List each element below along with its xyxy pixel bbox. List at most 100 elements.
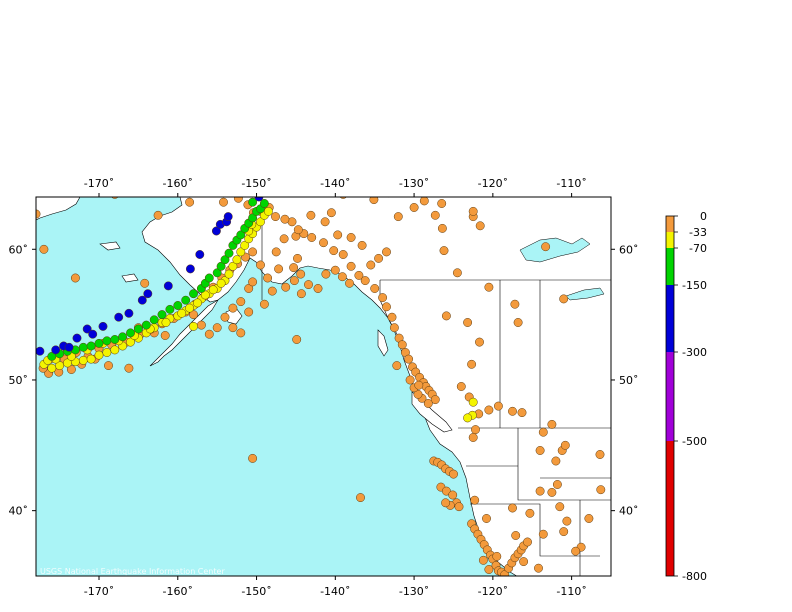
shallow-quake — [468, 433, 478, 442]
shallow-quake — [160, 331, 170, 340]
deep-quake — [94, 338, 104, 348]
shallow-quake — [280, 214, 290, 224]
shallow-quake — [204, 329, 214, 339]
earthquake-points — [36, 197, 606, 576]
shallow-quake — [338, 250, 348, 259]
shallow-quake — [357, 240, 367, 250]
shallow-quake — [248, 453, 258, 463]
very-deep-quake — [185, 264, 195, 274]
shallow-quake — [306, 210, 316, 220]
nunivak-island — [121, 273, 139, 283]
very-deep-quake — [98, 321, 108, 331]
shallow-quake — [296, 269, 306, 279]
lon-tick-label: -150˚ — [241, 177, 271, 190]
very-deep-quake — [51, 345, 61, 355]
shallow-quake — [511, 531, 521, 540]
shallow-quake — [534, 563, 543, 573]
shallow-quake — [484, 565, 494, 574]
deep-quake — [212, 268, 222, 278]
shallow-quake — [596, 485, 606, 495]
shallow-quake — [454, 502, 464, 512]
shallow-quake — [259, 299, 269, 309]
shallow-quake — [346, 261, 356, 271]
deep-quake — [181, 295, 191, 305]
lon-tick-label: -130˚ — [399, 177, 429, 190]
shallow-quake — [389, 323, 399, 333]
lon-tick-label: -110˚ — [556, 177, 586, 190]
shallow-quake — [228, 323, 238, 333]
shallow-quake — [423, 399, 433, 408]
lat-tick-label: 50˚ — [9, 374, 29, 387]
legend-label: -800 — [682, 570, 707, 583]
shallow-quake — [452, 268, 462, 278]
shallow-quake — [212, 323, 222, 333]
shallow-quake — [279, 234, 289, 244]
shallow-quake — [307, 233, 317, 242]
shallow-quake — [219, 197, 228, 207]
shallow-quake — [508, 503, 517, 513]
intermediate-quake — [47, 363, 57, 373]
shallow-quake — [547, 487, 557, 497]
shallow-quake — [508, 406, 517, 416]
legend-label: -500 — [682, 435, 707, 448]
shallow-quake — [248, 277, 258, 287]
shallow-quake — [293, 253, 302, 263]
lon-tick-label: -120˚ — [478, 585, 508, 598]
lake-athabasca — [565, 287, 605, 301]
haida-gwaii — [377, 329, 389, 357]
intermediate-quake — [94, 350, 104, 360]
very-deep-quake — [223, 212, 233, 222]
shallow-quake — [510, 299, 520, 309]
shallow-quake — [471, 425, 480, 435]
shallow-quake — [366, 260, 376, 270]
shallow-quake — [525, 508, 535, 518]
intermediate-quake — [200, 290, 210, 300]
shallow-quake — [236, 328, 246, 338]
shallow-quake — [256, 260, 265, 270]
shallow-quake — [354, 270, 364, 280]
intermediate-quake — [110, 345, 120, 355]
lon-tick-label: -120˚ — [478, 177, 508, 190]
shallow-quake — [387, 312, 397, 322]
shallow-quake — [321, 269, 331, 279]
legend-label: 0 — [700, 210, 707, 223]
lon-tick-label: -170˚ — [84, 177, 114, 190]
credit-text: USGS National Earthquake Information Cen… — [40, 567, 225, 576]
shallow-quake — [248, 247, 258, 257]
shallow-quake — [467, 359, 477, 369]
shallow-quake — [562, 516, 572, 526]
shallow-quake — [449, 469, 458, 479]
intermediate-quake — [208, 285, 218, 295]
shallow-quake — [555, 502, 565, 512]
deep-quake — [165, 304, 175, 314]
shallow-quake — [493, 401, 503, 411]
very-deep-quake — [36, 346, 45, 356]
shallow-quake — [293, 225, 303, 235]
deep-quake — [173, 301, 183, 310]
shallow-quake — [419, 197, 429, 206]
deep-quake — [126, 328, 135, 338]
shallow-quake — [292, 335, 302, 344]
very-deep-quake — [211, 226, 221, 236]
legend-band — [666, 232, 674, 248]
legend-band — [666, 441, 674, 576]
shallow-quake — [39, 244, 49, 254]
shallow-quake — [289, 263, 299, 273]
shallow-quake — [441, 498, 451, 508]
shallow-quake — [456, 382, 466, 391]
shallow-quake — [551, 456, 561, 466]
longitude-ticks-bottom: -170˚ -160˚ -150˚ -140˚ -130˚ -120˚ -110˚ — [84, 576, 587, 598]
shallow-quake — [66, 365, 76, 374]
chukotka-land — [36, 197, 81, 221]
intermediate-quake — [263, 206, 273, 216]
shallow-quake — [475, 221, 485, 231]
shallow-quake — [185, 197, 195, 207]
shallow-quake — [337, 272, 347, 282]
shallow-quake — [430, 395, 440, 405]
deep-quake — [220, 255, 230, 265]
shallow-quake — [547, 419, 557, 429]
very-deep-quake — [163, 281, 173, 291]
deep-quake — [86, 341, 96, 351]
shallow-quake — [104, 361, 113, 371]
deep-quake — [149, 315, 159, 325]
